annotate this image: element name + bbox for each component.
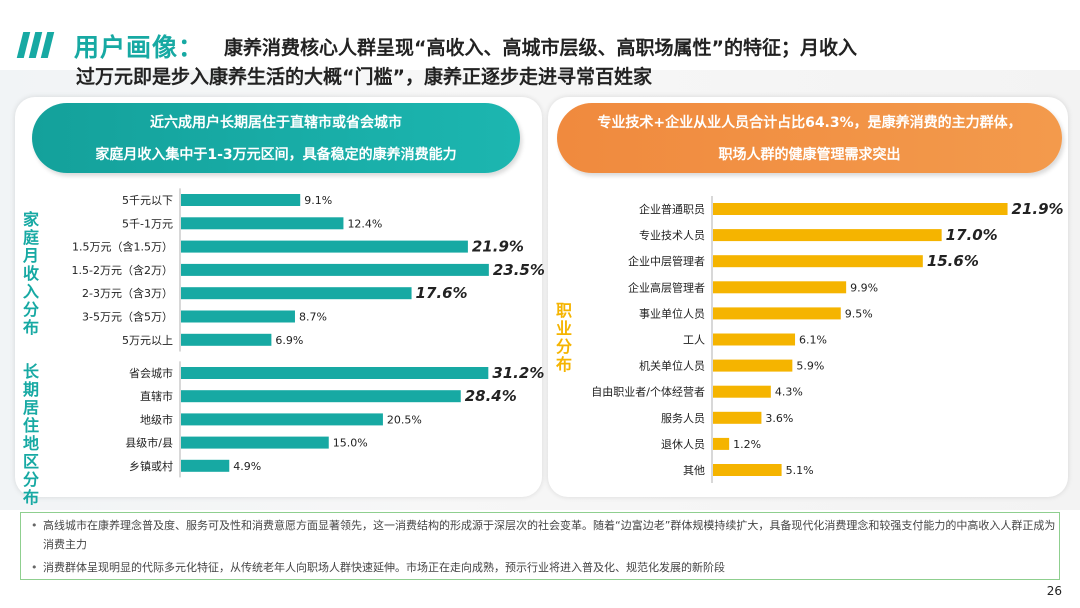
category-label: 其他 xyxy=(683,464,705,477)
value-label: 4.9% xyxy=(233,460,261,473)
bar xyxy=(713,411,762,424)
bar xyxy=(713,229,942,242)
bar xyxy=(181,333,272,346)
category-label: 5万元以上 xyxy=(122,334,173,347)
bar xyxy=(713,255,923,268)
value-label: 9.5% xyxy=(845,307,873,320)
category-label: 自由职业者/个体经营者 xyxy=(591,385,705,399)
value-label: 3.6% xyxy=(765,412,793,425)
value-label: 20.5% xyxy=(387,413,422,426)
bar xyxy=(181,263,489,276)
category-label: 直辖市 xyxy=(140,389,173,403)
value-label: 12.4% xyxy=(347,217,382,230)
value-label: 5.1% xyxy=(786,464,814,477)
bar xyxy=(181,367,489,379)
category-label: 乡镇或村 xyxy=(129,459,173,473)
category-label: 机关单位人员 xyxy=(639,359,705,373)
value-label: 9.1% xyxy=(304,194,332,207)
bar xyxy=(713,464,782,476)
value-label: 17.0% xyxy=(946,226,998,244)
category-label: 企业中层管理者 xyxy=(628,254,705,268)
right-summary-line2: 职场人群的健康管理需求突出 xyxy=(718,147,901,163)
category-label: 退休人员 xyxy=(661,438,705,451)
bar xyxy=(713,281,847,294)
notes-box: 高线城市在康养理念普及度、服务可及性和消费意愿方面显著领先，这一消费结构的形成源… xyxy=(20,512,1060,580)
income-axis-label: 家庭月收入分布 xyxy=(22,210,39,337)
bar xyxy=(713,333,796,346)
right-summary-line1: 专业技术+企业从业人员合计占比64.3%，是康养消费的主力群体， xyxy=(597,115,1022,131)
value-label: 1.2% xyxy=(733,438,761,451)
bar xyxy=(181,287,412,300)
note-item: 高线城市在康养理念普及度、服务可及性和消费意愿方面显著领先，这一消费结构的形成源… xyxy=(31,516,1058,554)
category-label: 服务人员 xyxy=(661,412,705,425)
region-axis-label: 长期居住地区分布 xyxy=(22,362,39,507)
value-label: 9.9% xyxy=(850,281,878,294)
bar xyxy=(181,310,295,323)
category-label: 工人 xyxy=(683,334,705,347)
left-summary-pill: 近六成用户长期居住于直辖市或省会城市 家庭月收入集中于1-3万元区间，具备稳定的… xyxy=(32,103,520,173)
right-summary-pill: 专业技术+企业从业人员合计占比64.3%，是康养消费的主力群体， 职场人群的健康… xyxy=(557,103,1062,173)
bar xyxy=(181,436,329,449)
value-label: 4.3% xyxy=(775,386,803,399)
page-number: 26 xyxy=(1046,584,1062,598)
value-label: 21.9% xyxy=(1012,200,1064,218)
bar xyxy=(181,459,230,472)
category-label: 县级市/县 xyxy=(125,436,173,450)
value-label: 6.1% xyxy=(799,334,827,347)
category-label: 企业普通职员 xyxy=(639,202,705,216)
bar xyxy=(181,194,301,206)
job-axis-label: 职业分布 xyxy=(555,301,572,374)
value-label: 17.6% xyxy=(416,284,468,302)
category-label: 专业技术人员 xyxy=(639,228,705,242)
category-label: 事业单位人员 xyxy=(639,306,705,320)
category-label: 1.5万元（含1.5万） xyxy=(72,240,173,254)
bar xyxy=(713,203,1008,215)
value-label: 23.5% xyxy=(493,261,545,279)
left-summary-line2: 家庭月收入集中于1-3万元区间，具备稳定的康养消费能力 xyxy=(95,147,457,163)
page-title: 用户画像： xyxy=(74,33,205,62)
value-label: 28.4% xyxy=(465,387,517,405)
bar xyxy=(713,307,841,320)
left-summary-line1: 近六成用户长期居住于直辖市或省会城市 xyxy=(150,115,402,131)
category-label: 省会城市 xyxy=(129,366,173,380)
bar xyxy=(713,359,793,372)
value-label: 8.7% xyxy=(299,311,327,324)
page-subtitle-line1: 康养消费核心人群呈现“高收入、高城市层级、高职场属性”的特征；月收入 xyxy=(224,37,857,59)
page-subtitle-line2: 过万元即是步入康养生活的大概“门槛”，康养正逐步走进寻常百姓家 xyxy=(76,66,652,88)
bar xyxy=(181,390,461,403)
category-label: 地级市 xyxy=(140,412,173,426)
category-label: 3-5万元（含5万） xyxy=(82,310,173,324)
category-label: 5千-1万元 xyxy=(122,217,173,230)
bar xyxy=(181,217,344,230)
bar xyxy=(181,413,383,426)
category-label: 企业高层管理者 xyxy=(628,280,705,294)
value-label: 21.9% xyxy=(472,238,524,256)
bar xyxy=(713,437,730,450)
category-label: 5千元以下 xyxy=(122,194,173,207)
bar xyxy=(181,240,468,253)
value-label: 31.2% xyxy=(492,364,544,382)
note-item: 消费群体呈现明显的代际多元化特征，从传统老年人向职场人群快速延伸。市场正在走向成… xyxy=(31,558,1058,577)
value-label: 6.9% xyxy=(275,334,303,347)
value-label: 15.6% xyxy=(927,252,979,270)
category-label: 2-3万元（含3万） xyxy=(82,286,173,300)
bar xyxy=(713,385,771,398)
category-label: 1.5-2万元（含2万） xyxy=(72,263,173,277)
value-label: 15.0% xyxy=(333,437,368,450)
value-label: 5.9% xyxy=(796,360,824,373)
